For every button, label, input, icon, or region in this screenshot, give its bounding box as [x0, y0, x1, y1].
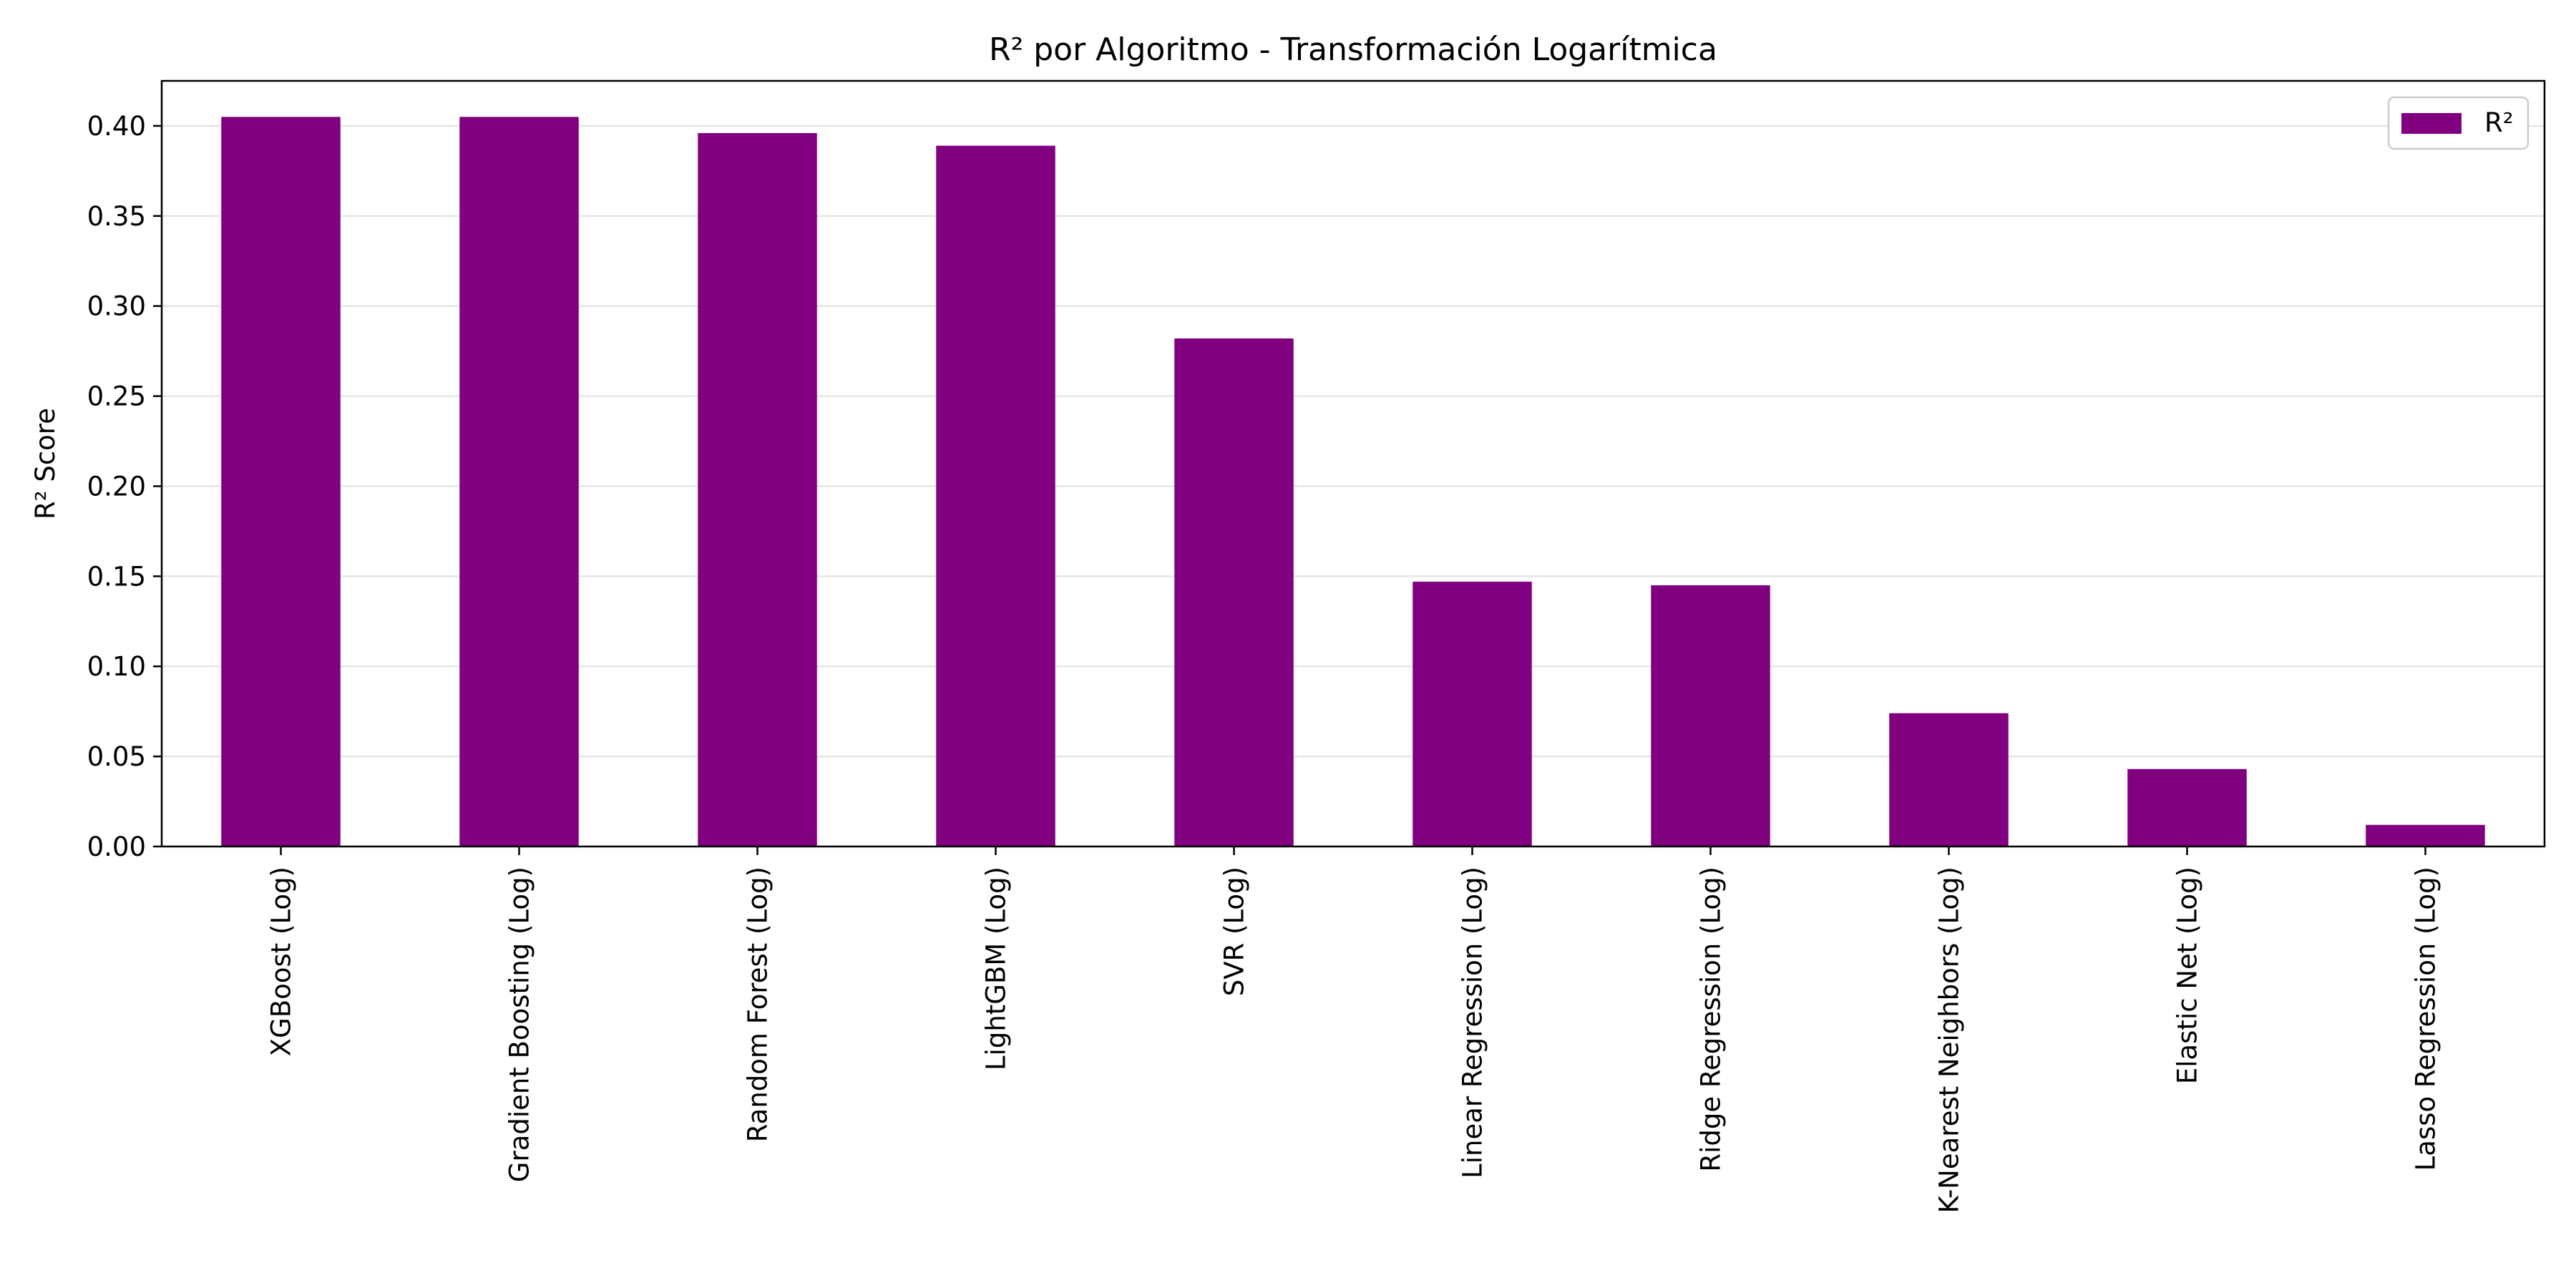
bar	[221, 117, 341, 847]
x-tick-label: Random Forest (Log)	[743, 867, 774, 1142]
y-tick-label: 0.35	[87, 201, 146, 232]
x-tick-label: K-Nearest Neighbors (Log)	[1934, 867, 1965, 1214]
x-axis-ticks: XGBoost (Log) Gradient Boosting (Log) Rand…	[266, 847, 2441, 1214]
x-tick-label: SVR (Log)	[1219, 867, 1250, 996]
legend-label: R²	[2484, 107, 2514, 138]
y-axis-label: R² Score	[30, 408, 61, 519]
bar	[1651, 585, 1770, 847]
y-axis-ticks: 0.00 0.05 0.10 0.15 0.20 0.25 0.30 0.35 0.40	[87, 111, 162, 862]
bar	[1174, 338, 1294, 847]
x-tick-label: Ridge Regression (Log)	[1696, 867, 1727, 1172]
bar	[698, 133, 817, 847]
bars	[221, 117, 2485, 847]
x-tick-label: LightGBM (Log)	[981, 867, 1012, 1070]
x-tick-label: XGBoost (Log)	[266, 867, 297, 1056]
x-tick-label: Elastic Net (Log)	[2172, 867, 2203, 1084]
y-tick-label: 0.00	[87, 831, 146, 862]
legend: R²	[2387, 96, 2529, 150]
y-tick-label: 0.25	[87, 381, 146, 412]
bar	[1889, 713, 2009, 847]
chart-title: R² por Algoritmo - Transformación Logarí…	[989, 31, 1717, 68]
y-tick-label: 0.40	[87, 111, 146, 142]
y-tick-label: 0.30	[87, 291, 146, 322]
bar	[2127, 769, 2247, 847]
plot-frame	[160, 79, 2546, 848]
x-tick-label: Gradient Boosting (Log)	[504, 867, 535, 1182]
y-tick-label: 0.15	[87, 561, 146, 592]
bar	[2366, 824, 2485, 847]
y-tick-label: 0.20	[87, 471, 146, 502]
legend-swatch	[2401, 113, 2462, 134]
y-tick-label: 0.05	[87, 741, 146, 772]
bar	[1413, 581, 1532, 847]
bar	[936, 145, 1055, 847]
bar	[459, 117, 579, 847]
x-tick-label: Lasso Regression (Log)	[2411, 867, 2441, 1171]
y-tick-label: 0.10	[87, 651, 146, 682]
x-tick-label: Linear Regression (Log)	[1458, 867, 1488, 1179]
